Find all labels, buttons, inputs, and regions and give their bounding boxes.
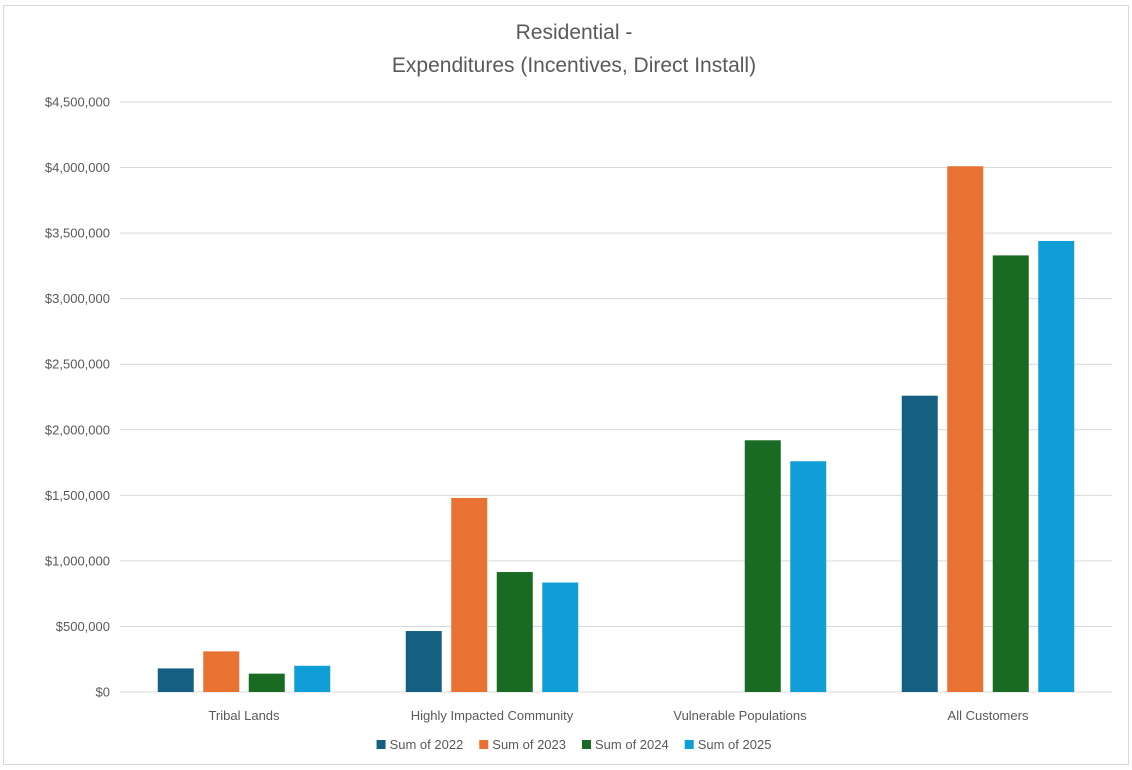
bar — [901, 395, 938, 692]
chart-title-line-1: Residential - — [516, 21, 633, 44]
y-axis: $0 $500,000 $1,000,000 $1,500,000 $2,000,000… — [45, 95, 110, 700]
bar — [294, 665, 331, 692]
legend-label: Sum of 2023 — [492, 737, 566, 752]
y-tick-label: $2,000,000 — [45, 422, 110, 437]
legend-swatch — [376, 740, 386, 749]
legend-swatch — [684, 740, 694, 749]
legend-swatch — [582, 740, 591, 749]
bar — [542, 582, 579, 692]
bars — [157, 166, 1075, 692]
y-tick-label: $4,500,000 — [45, 95, 110, 110]
legend: Sum of 2022 Sum of 2023 Sum of 2024 Sum of … — [376, 737, 772, 752]
y-tick-label: $3,000,000 — [45, 291, 110, 306]
bar — [992, 255, 1029, 692]
x-tick-label: Highly Impacted Community — [411, 708, 574, 723]
legend-label: Sum of 2022 — [390, 737, 464, 752]
bar — [744, 440, 781, 692]
bar — [496, 572, 533, 692]
y-tick-label: $1,500,000 — [45, 488, 110, 503]
bar — [947, 166, 984, 692]
y-tick-label: $2,500,000 — [45, 357, 110, 372]
y-tick-label: $4,000,000 — [45, 160, 110, 175]
y-tick-label: $3,500,000 — [45, 226, 110, 241]
legend-swatch — [479, 740, 489, 749]
bar — [203, 651, 240, 692]
bar — [248, 673, 285, 692]
chart-title-line-2: Expenditures (Incentives, Direct Install… — [392, 54, 756, 77]
legend-label: Sum of 2024 — [595, 737, 669, 752]
legend-label: Sum of 2025 — [698, 737, 772, 752]
bar — [405, 631, 442, 692]
y-tick-label: $1,000,000 — [45, 553, 110, 568]
bar — [157, 668, 194, 692]
y-tick-label: $0 — [96, 685, 110, 700]
x-tick-label: Tribal Lands — [208, 708, 280, 723]
y-tick-label: $500,000 — [56, 619, 110, 634]
x-axis: Tribal Lands Highly Impacted Community Vul… — [208, 708, 1028, 723]
x-tick-label: All Customers — [948, 708, 1029, 723]
gridlines — [120, 101, 1112, 693]
bar — [1038, 240, 1075, 692]
chart-title: Residential - Expenditures (Incentives, … — [392, 21, 756, 77]
bar — [790, 461, 827, 692]
x-tick-label: Vulnerable Populations — [673, 708, 807, 723]
bar — [451, 497, 488, 692]
